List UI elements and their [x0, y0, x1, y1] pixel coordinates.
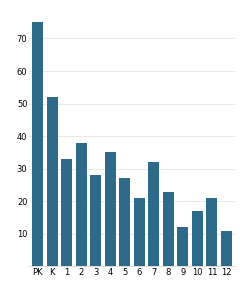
Bar	[134, 198, 145, 266]
Bar	[119, 178, 130, 266]
Bar	[148, 162, 159, 266]
Bar	[163, 192, 174, 266]
Bar	[32, 22, 43, 266]
Bar	[192, 211, 203, 266]
Bar	[90, 175, 101, 266]
Bar	[105, 152, 116, 266]
Bar	[76, 143, 87, 266]
Bar	[177, 227, 188, 266]
Bar	[221, 231, 232, 266]
Bar	[47, 97, 58, 266]
Bar	[206, 198, 217, 266]
Bar	[61, 159, 72, 266]
